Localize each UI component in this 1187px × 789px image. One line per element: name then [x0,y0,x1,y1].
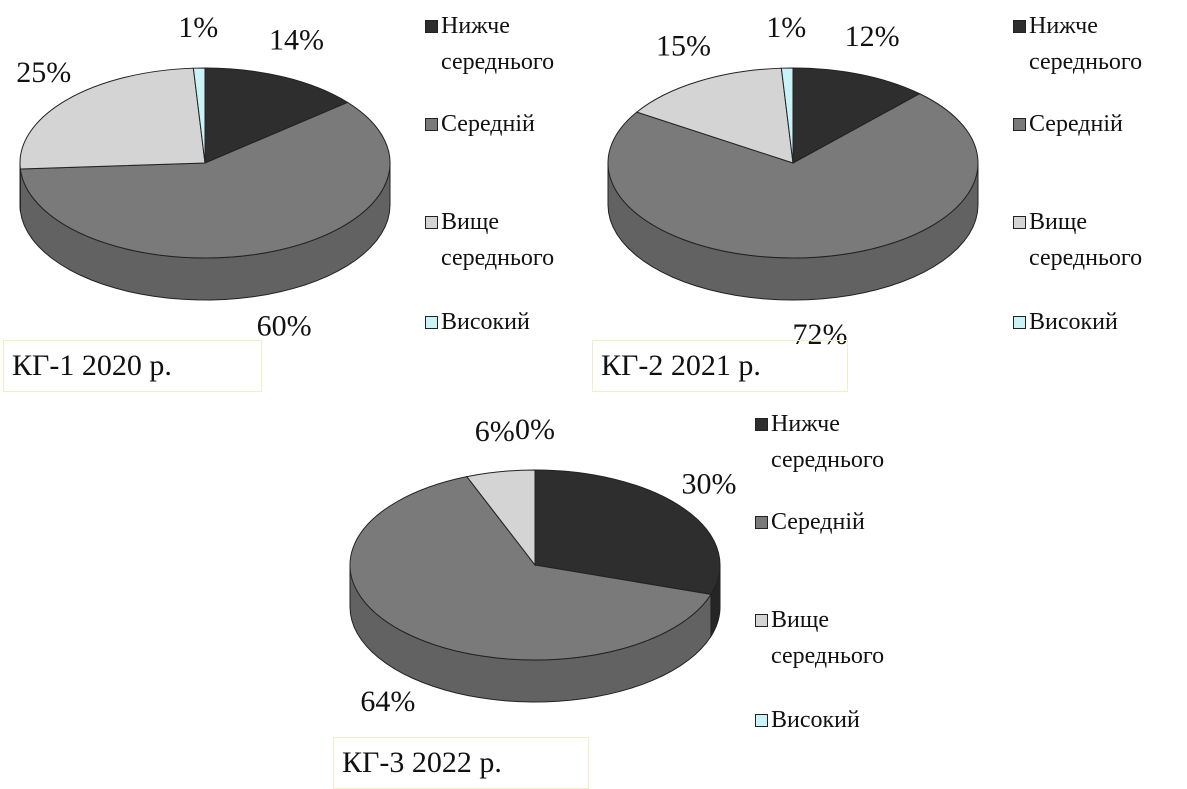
legend-label: Вище середнього [1029,209,1143,271]
legend-entry: Нижче середнього [1013,8,1183,80]
legend-swatch [425,118,438,131]
legend-entry: Високий [425,304,595,340]
legend-swatch [1013,316,1026,329]
legend-label: Нижче середнього [441,13,555,75]
legend-entry: Вище середнього [1013,204,1183,276]
legend-entry: Вище середнього [755,602,925,674]
legend-swatch [425,316,438,329]
legend-entry: Середній [425,106,595,142]
chart-title: КГ-1 2020 р. [3,340,262,392]
legend-entry: Середній [1013,106,1183,142]
legend-swatch [1013,118,1026,131]
data-label: 64% [360,685,415,718]
data-label: 1% [178,11,218,44]
legend-label: Середній [771,509,865,535]
legend-label: Нижче середнього [1029,13,1143,75]
legend-label: Нижче середнього [771,411,885,473]
legend-swatch [755,614,768,627]
legend-entry: Високий [755,702,925,738]
slice [19,101,391,259]
legend-entry: Середній [755,504,925,540]
legend-entry: Вище середнього [425,204,595,276]
data-label: 6% [475,415,515,448]
data-label: 14% [269,24,324,57]
data-label: 25% [16,56,71,89]
legend-label: Високий [441,309,530,335]
slice [780,67,794,164]
slice [792,67,921,164]
slice [19,67,206,170]
legend-label: Середній [441,111,535,137]
data-label: 15% [656,29,711,62]
legend-swatch [1013,20,1026,33]
slice [192,67,206,164]
data-label: 1% [766,11,806,44]
legend-entry: Нижче середнього [425,8,595,80]
slice [607,93,979,259]
legend-label: Високий [771,707,860,733]
legend-entry: Високий [1013,304,1183,340]
data-label: 12% [845,20,900,53]
legend-label: Середній [1029,111,1123,137]
legend-label: Високий [1029,309,1118,335]
data-label: 60% [257,310,312,343]
legend-swatch [425,216,438,229]
legend-entry: Нижче середнього [755,406,925,478]
chart-title: КГ-2 2021 р. [592,340,848,392]
chart-title: КГ-3 2022 р. [333,737,589,789]
slice [349,476,712,661]
data-label: 0% [515,413,555,446]
slice [534,469,721,595]
data-label: 30% [681,468,736,501]
slice [204,67,349,164]
legend-label: Вище середнього [441,209,555,271]
data-label: 72% [792,318,847,351]
legend-swatch [755,714,768,727]
slice [635,67,794,164]
legend-swatch [755,516,768,529]
legend-label: Вище середнього [771,607,885,669]
legend-swatch [425,20,438,33]
legend-swatch [1013,216,1026,229]
legend-swatch [755,418,768,431]
